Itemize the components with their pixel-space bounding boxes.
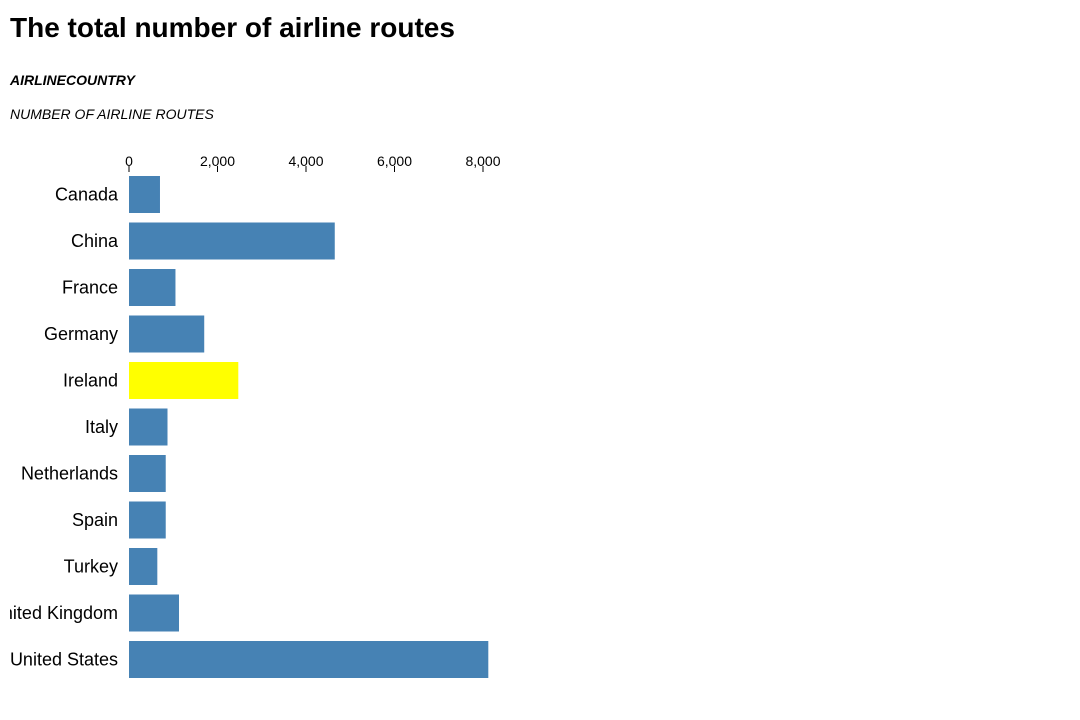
x-axis: 0 2,000 4,000 6,000 8,000 bbox=[125, 153, 501, 172]
x-tick-label: 6,000 bbox=[377, 153, 412, 169]
x-axis-label: NUMBER OF AIRLINE ROUTES bbox=[10, 106, 214, 122]
category-label: Ireland bbox=[63, 371, 118, 391]
bar-spain[interactable] bbox=[129, 501, 166, 539]
bar-turkey[interactable] bbox=[129, 548, 158, 585]
category-label: Spain bbox=[72, 510, 118, 530]
bar-china[interactable] bbox=[129, 222, 335, 260]
bar-germany[interactable] bbox=[129, 315, 205, 353]
x-tick-label: 4,000 bbox=[288, 153, 323, 169]
x-tick-label: 2,000 bbox=[200, 153, 235, 169]
category-label: China bbox=[71, 231, 119, 251]
chart-title: The total number of airline routes bbox=[10, 12, 455, 43]
x-tick-label: 8,000 bbox=[465, 153, 500, 169]
category-label: Italy bbox=[85, 417, 118, 437]
category-label: United Kingdom bbox=[0, 603, 118, 623]
category-label: Canada bbox=[55, 185, 119, 205]
category-label: Turkey bbox=[64, 557, 118, 577]
category-labels: Canada China France Germany Ireland Italy Neth… bbox=[0, 185, 119, 670]
category-label: France bbox=[62, 278, 118, 298]
bar-united-kingdom[interactable] bbox=[129, 594, 180, 632]
bar-italy[interactable] bbox=[129, 408, 168, 446]
category-label: United States bbox=[10, 650, 118, 670]
bar-united-states[interactable] bbox=[129, 641, 489, 678]
bars bbox=[129, 176, 489, 678]
bar-netherlands[interactable] bbox=[129, 455, 166, 492]
category-label: Germany bbox=[44, 324, 118, 344]
chart-subtitle: AIRLINECOUNTRY bbox=[10, 72, 135, 88]
bar-canada[interactable] bbox=[129, 176, 160, 213]
bar-france[interactable] bbox=[129, 269, 176, 306]
bar-ireland[interactable] bbox=[129, 362, 239, 399]
category-label: Netherlands bbox=[21, 464, 118, 484]
x-tick-label: 0 bbox=[125, 153, 133, 169]
